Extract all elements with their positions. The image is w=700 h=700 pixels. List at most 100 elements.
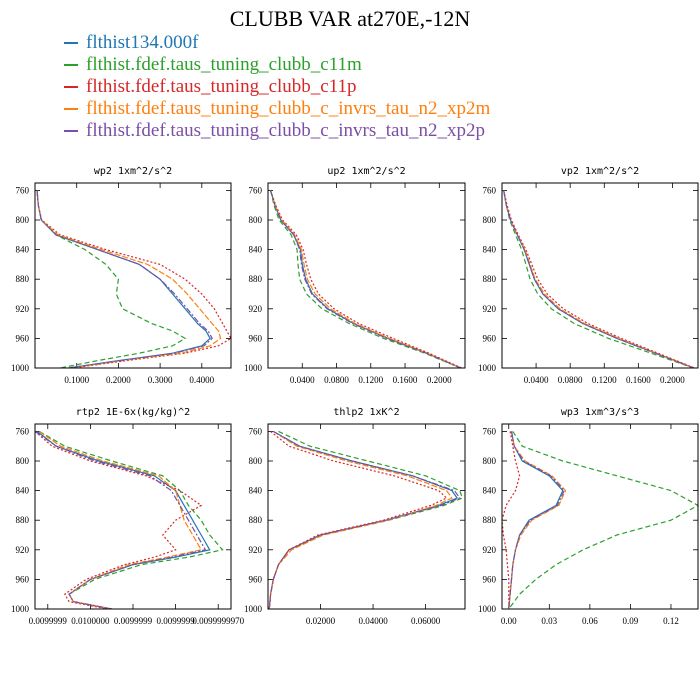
x-tick-label: 0.0800 [324, 375, 349, 385]
y-tick-label: 760 [249, 426, 263, 436]
series-line [503, 190, 694, 368]
y-tick-label: 920 [483, 304, 497, 314]
y-tick-label: 880 [483, 515, 497, 525]
y-tick-label: 800 [483, 456, 497, 466]
y-tick-label: 880 [483, 274, 497, 284]
x-tick-label: 0.02000 [306, 616, 336, 626]
legend-item: flthist.fdef.taus_tuning_clubb_c11p [64, 76, 490, 98]
y-tick-label: 1000 [244, 363, 263, 373]
series-line [268, 430, 459, 609]
legend-item: flthist.fdef.taus_tuning_clubb_c_invrs_t… [64, 120, 490, 142]
x-tick-label: 0.0099999 [156, 616, 195, 626]
y-tick-label: 760 [483, 426, 497, 436]
x-tick-label: 0.0099999 [114, 616, 153, 626]
series-line [508, 431, 698, 609]
x-tick-label: 0.0800 [558, 375, 583, 385]
panel-frame [34, 423, 232, 610]
legend-swatch [64, 42, 78, 44]
y-tick-label: 760 [483, 185, 497, 195]
y-tick-label: 840 [249, 245, 263, 255]
y-tick-label: 840 [16, 486, 30, 496]
y-tick-label: 800 [483, 215, 497, 225]
y-tick-label: 960 [16, 574, 30, 584]
x-tick-label: 0.0099999970 [192, 616, 244, 626]
y-tick-label: 920 [483, 545, 497, 555]
y-tick-label: 1000 [478, 604, 497, 614]
series-line [268, 430, 453, 609]
x-tick-label: 0.1000 [64, 375, 89, 385]
chart-panel: vp2 1xm^2/s^2 760 800 840 880 920 960 1000 0.040… [478, 166, 699, 385]
y-tick-label: 920 [249, 545, 263, 555]
chart-panel: wp3 1xm^3/s^3 760 800 840 880 920 960 1000 0.00 0… [478, 407, 699, 626]
x-tick-label: 0.00 [501, 616, 517, 626]
x-tick-label: 0.09 [623, 616, 639, 626]
x-tick-label: 0.1600 [393, 375, 418, 385]
y-tick-label: 840 [16, 245, 30, 255]
x-tick-label: 0.2000 [106, 375, 131, 385]
legend-item: flthist.fdef.taus_tuning_clubb_c_invrs_t… [64, 98, 490, 120]
panel-frame [501, 423, 699, 610]
y-tick-label: 800 [16, 215, 30, 225]
x-tick-label: 0.12 [663, 616, 679, 626]
legend-swatch [64, 86, 78, 88]
chart-panel: rtp2 1E-6x(kg/kg)^2 760 800 840 880 920 960 100… [11, 407, 245, 626]
panel-frame [501, 182, 699, 369]
x-tick-label: 0.04000 [358, 616, 388, 626]
series-line [270, 190, 461, 368]
y-tick-label: 760 [16, 185, 30, 195]
y-tick-label: 840 [483, 486, 497, 496]
series-line [268, 430, 461, 609]
series-line [270, 190, 461, 368]
y-tick-label: 920 [249, 304, 263, 314]
legend-label: flthist.fdef.taus_tuning_clubb_c_invrs_t… [86, 120, 485, 141]
panel-title: up2 1xm^2/s^2 [327, 166, 405, 177]
x-tick-label: 0.06000 [411, 616, 441, 626]
series-line [35, 430, 203, 609]
y-tick-label: 800 [16, 456, 30, 466]
legend: flthist134.000f flthist.fdef.taus_tuning_… [64, 32, 490, 142]
series-line [36, 190, 213, 368]
series-line [508, 431, 567, 609]
series-line [36, 190, 231, 368]
x-tick-label: 0.4000 [189, 375, 214, 385]
y-tick-label: 800 [249, 456, 263, 466]
panel-title: rtp2 1E-6x(kg/kg)^2 [76, 407, 190, 418]
series-line [270, 190, 462, 368]
series-line [268, 430, 464, 609]
series-line [503, 190, 694, 368]
y-tick-label: 800 [249, 215, 263, 225]
panel-title: wp2 1xm^2/s^2 [94, 166, 172, 177]
panel-frame [34, 182, 232, 369]
series-line [502, 431, 521, 609]
panel-frame [267, 423, 466, 610]
series-line [38, 430, 203, 609]
x-tick-label: 0.1200 [592, 375, 617, 385]
series-line [503, 190, 695, 368]
y-tick-label: 880 [16, 274, 30, 284]
y-tick-label: 880 [249, 274, 263, 284]
series-line [508, 431, 565, 609]
x-tick-label: 0.0400 [524, 375, 549, 385]
legend-label: flthist.fdef.taus_tuning_clubb_c11p [86, 76, 357, 97]
y-tick-label: 1000 [244, 604, 263, 614]
x-tick-label: 0.0100000 [71, 616, 110, 626]
y-tick-label: 840 [483, 245, 497, 255]
y-tick-label: 960 [249, 333, 263, 343]
legend-label: flthist134.000f [86, 32, 199, 53]
y-tick-label: 760 [16, 426, 30, 436]
x-tick-label: 0.2000 [427, 375, 452, 385]
y-tick-label: 960 [249, 574, 263, 584]
x-tick-label: 0.2000 [660, 375, 685, 385]
legend-swatch [64, 64, 78, 66]
panel-title: vp2 1xm^2/s^2 [561, 166, 639, 177]
y-tick-label: 960 [483, 574, 497, 584]
chart-panel: thlp2 1xK^2 760 800 840 880 920 960 1000 0.02000… [244, 407, 466, 626]
y-tick-label: 1000 [478, 363, 497, 373]
x-tick-label: 0.06 [582, 616, 598, 626]
y-tick-label: 840 [249, 486, 263, 496]
series-line [270, 190, 461, 368]
y-tick-label: 960 [16, 333, 30, 343]
series-line [270, 190, 461, 368]
y-tick-label: 920 [16, 545, 30, 555]
